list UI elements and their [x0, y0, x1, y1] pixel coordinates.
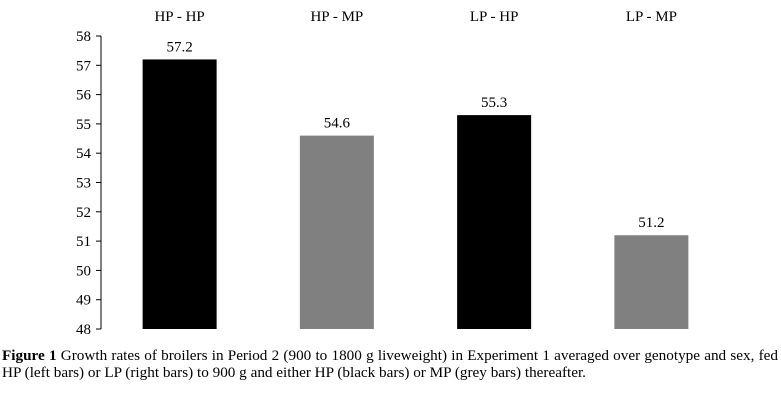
y-tick-label: 57 — [76, 58, 92, 74]
bars — [142, 59, 689, 329]
y-tick-label: 52 — [76, 205, 91, 221]
y-tick-label: 48 — [76, 322, 91, 338]
y-tick-label: 49 — [76, 293, 91, 309]
bar-value-labels: 57.2 54.6 55.3 51.2 — [167, 39, 665, 231]
y-tick-label: 51 — [76, 234, 91, 250]
category-label: HP - MP — [310, 9, 363, 25]
y-tick-label: 54 — [76, 146, 92, 162]
figure-caption: Figure 1 Growth rates of broilers in Per… — [2, 347, 778, 381]
category-label: LP - HP — [470, 9, 519, 25]
bar-value-label: 55.3 — [481, 95, 507, 111]
category-labels: HP - HP HP - MP LP - HP LP - MP — [154, 9, 676, 25]
y-axis: 48 49 50 51 52 53 54 55 56 57 58 — [76, 29, 102, 338]
category-label: LP - MP — [626, 9, 677, 25]
y-tick-label: 53 — [76, 176, 91, 192]
y-tick-label: 55 — [76, 117, 91, 133]
y-tick-label: 56 — [76, 88, 92, 104]
bar — [457, 115, 532, 329]
bar-value-label: 54.6 — [324, 116, 351, 132]
bar — [142, 59, 217, 329]
category-label: HP - HP — [154, 9, 204, 25]
bar-value-label: 57.2 — [167, 39, 193, 55]
bar — [614, 235, 689, 329]
bar — [299, 135, 374, 329]
y-tick-label: 58 — [76, 29, 91, 45]
bar-chart: HP - HP HP - MP LP - HP LP - MP 48 49 50 51 52 5… — [76, 9, 689, 338]
bar-value-label: 51.2 — [638, 215, 664, 231]
y-tick-label: 50 — [76, 263, 91, 279]
figure-label: Figure 1 — [2, 347, 57, 364]
figure-caption-text: Growth rates of broilers in Period 2 (90… — [2, 347, 779, 381]
